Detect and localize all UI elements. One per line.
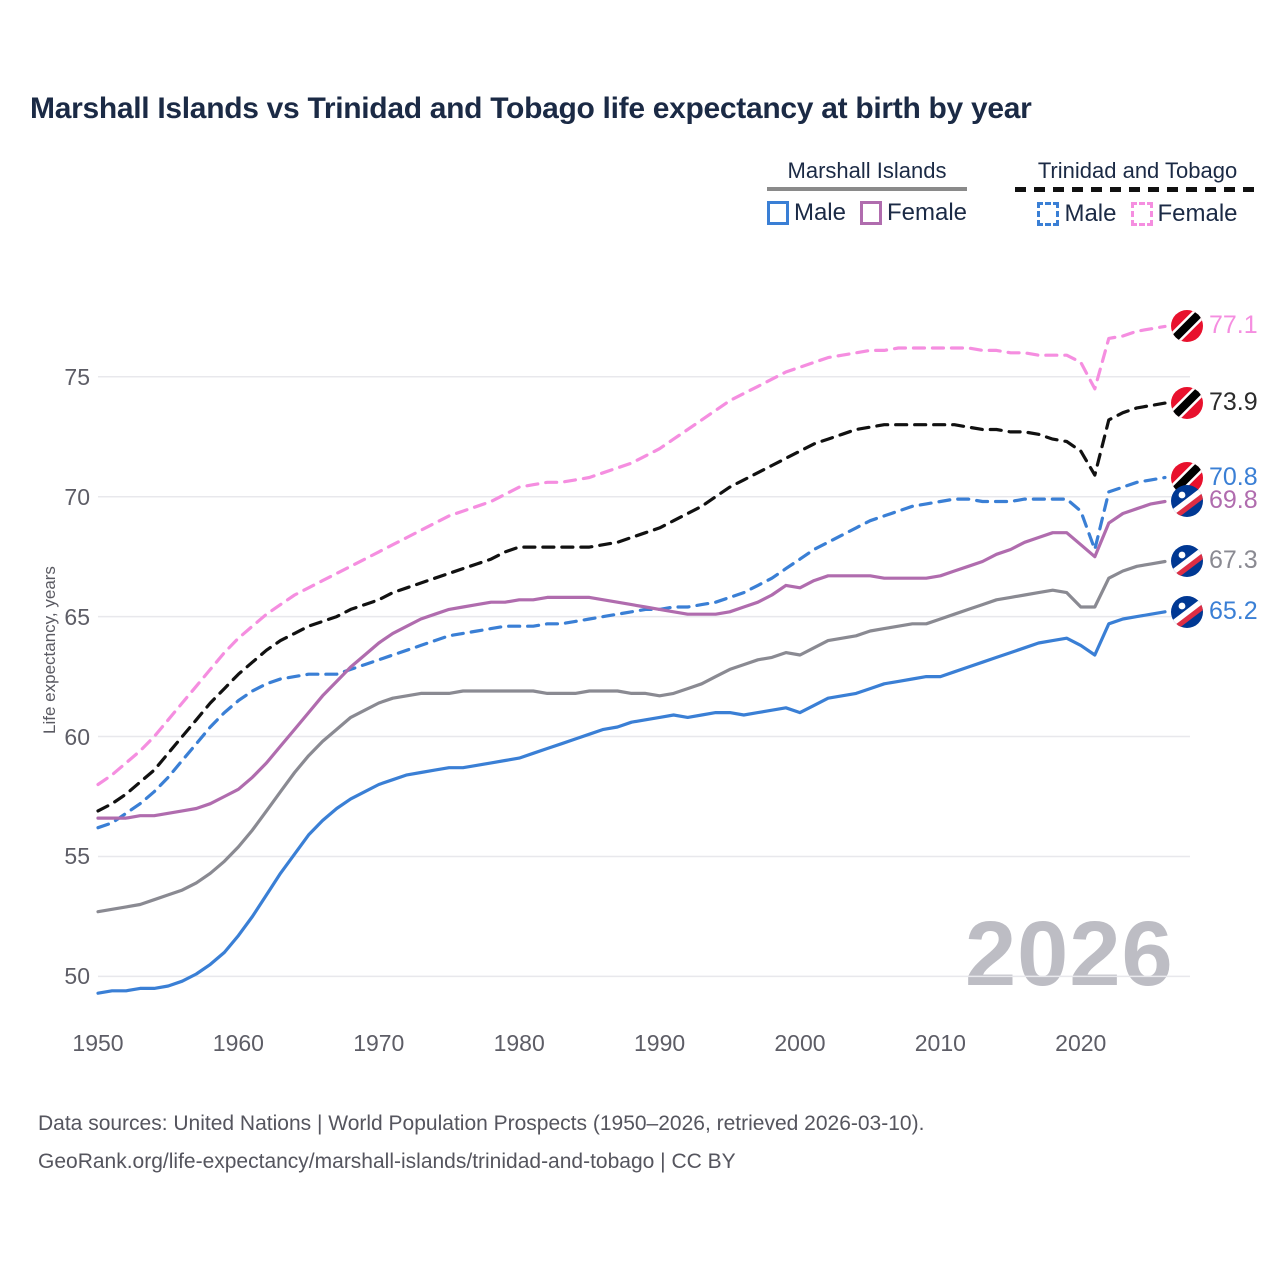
series-end-value-label: 70.8 bbox=[1209, 462, 1258, 491]
page-title: Marshall Islands vs Trinidad and Tobago … bbox=[30, 92, 1032, 125]
legend-item-label: Male bbox=[1064, 200, 1117, 227]
trinidad-and-tobago-flag-icon bbox=[1170, 309, 1204, 343]
legend-item-mi-male[interactable]: Male bbox=[766, 199, 846, 227]
x-axis-tick: 1970 bbox=[353, 1030, 405, 1056]
series-end-value-label: 65.2 bbox=[1209, 596, 1258, 625]
legend-swatch-icon bbox=[860, 201, 882, 225]
series-line bbox=[96, 324, 1167, 787]
series-end-value-label: 67.3 bbox=[1209, 546, 1258, 575]
x-axis-tick: 2020 bbox=[1055, 1030, 1107, 1056]
x-axis-tick: 1950 bbox=[72, 1030, 124, 1056]
legend-item-label: Female bbox=[887, 199, 968, 226]
legend-group-trinidad-and-tobago: Trinidad and Tobago Male Female bbox=[1015, 158, 1260, 228]
x-axis-tick: 2010 bbox=[914, 1030, 966, 1056]
legend-country-label: Trinidad and Tobago bbox=[1037, 158, 1238, 183]
legend-swatch-icon bbox=[766, 201, 789, 225]
trinidad-and-tobago-flag-icon bbox=[1170, 461, 1204, 495]
marshall-islands-flag-icon bbox=[1170, 484, 1204, 518]
series-end-value-label: 77.1 bbox=[1209, 311, 1258, 340]
footer: Data sources: United Nations | World Pop… bbox=[38, 1105, 924, 1181]
series-end-value-label: 73.9 bbox=[1209, 388, 1258, 417]
series-line bbox=[96, 499, 1167, 820]
legend-item-label: Male bbox=[793, 199, 846, 226]
trinidad-and-tobago-flag-icon bbox=[1170, 386, 1204, 420]
y-axis-tick: 65 bbox=[64, 603, 90, 630]
legend-swatch-icon bbox=[1130, 202, 1153, 226]
legend-country-label: Marshall Islands bbox=[787, 158, 947, 183]
y-axis-tick: 60 bbox=[64, 723, 90, 750]
footer-line-sources: Data sources: United Nations | World Pop… bbox=[38, 1112, 925, 1135]
series-line bbox=[96, 475, 1167, 830]
year-watermark: 2026 bbox=[965, 903, 1174, 1005]
series-line bbox=[96, 401, 1167, 813]
y-axis-tick: 75 bbox=[64, 363, 90, 390]
legend-rule-dashed bbox=[1015, 187, 1260, 192]
marshall-islands-flag-icon bbox=[1170, 544, 1204, 578]
legend-rule-solid bbox=[767, 187, 967, 191]
x-axis-tick: 2000 bbox=[774, 1030, 826, 1056]
chart-legend: Marshall Islands Male Female Trinidad an… bbox=[760, 158, 1260, 238]
y-axis-tick: 50 bbox=[64, 963, 90, 990]
legend-item-tt-female[interactable]: Female bbox=[1130, 200, 1238, 228]
legend-group-marshall-islands: Marshall Islands Male Female bbox=[766, 158, 967, 227]
x-axis-tick: 1990 bbox=[633, 1030, 686, 1056]
legend-item-tt-male[interactable]: Male bbox=[1037, 200, 1117, 228]
footer-line-url: GeoRank.org/life-expectancy/marshall-isl… bbox=[38, 1150, 736, 1173]
series-line bbox=[96, 559, 1167, 914]
x-axis-tick: 1960 bbox=[212, 1030, 264, 1056]
marshall-islands-flag-icon bbox=[1170, 595, 1204, 629]
series-end-value-label: 69.8 bbox=[1209, 486, 1258, 515]
legend-swatch-icon bbox=[1037, 202, 1060, 226]
x-axis-tick: 1980 bbox=[493, 1030, 545, 1056]
y-axis-tick: 55 bbox=[64, 843, 90, 870]
y-axis-tick: 70 bbox=[64, 483, 90, 510]
legend-item-mi-female[interactable]: Female bbox=[860, 199, 967, 227]
legend-item-label: Female bbox=[1157, 200, 1238, 227]
series-line bbox=[96, 610, 1167, 995]
